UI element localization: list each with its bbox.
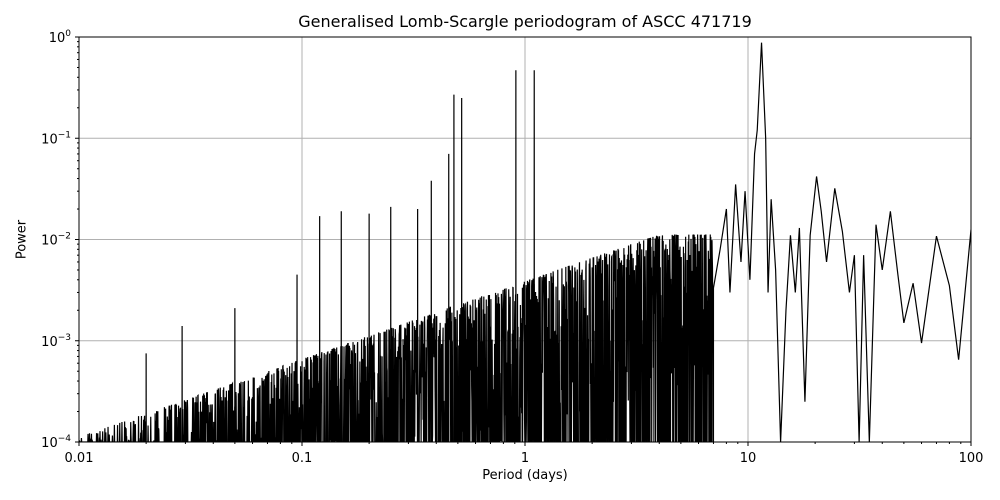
y-tick-label: 100 [49, 29, 72, 46]
y-tick-label: 10−4 [41, 434, 71, 451]
x-tick-label: 10 [740, 451, 757, 466]
periodogram-series [79, 42, 971, 442]
y-axis-label: Power [14, 219, 30, 260]
periodogram-line [79, 42, 971, 442]
y-tick-label: 10−2 [41, 232, 71, 249]
x-axis-label: Period (days) [482, 468, 568, 483]
x-axis-ticks: 0.01 0.1 1 10 100 [65, 442, 984, 466]
y-tick-label: 10−1 [41, 130, 71, 147]
chart-title: Generalised Lomb-Scargle periodogram of … [298, 12, 752, 31]
x-tick-label: 0.1 [292, 451, 313, 466]
x-tick-label: 1 [521, 451, 529, 466]
y-tick-label: 10−3 [41, 333, 71, 350]
y-axis-ticks: 100 10−1 10−2 10−3 10−4 [41, 29, 79, 451]
x-tick-label: 100 [959, 451, 984, 466]
x-tick-label: 0.01 [65, 451, 94, 466]
